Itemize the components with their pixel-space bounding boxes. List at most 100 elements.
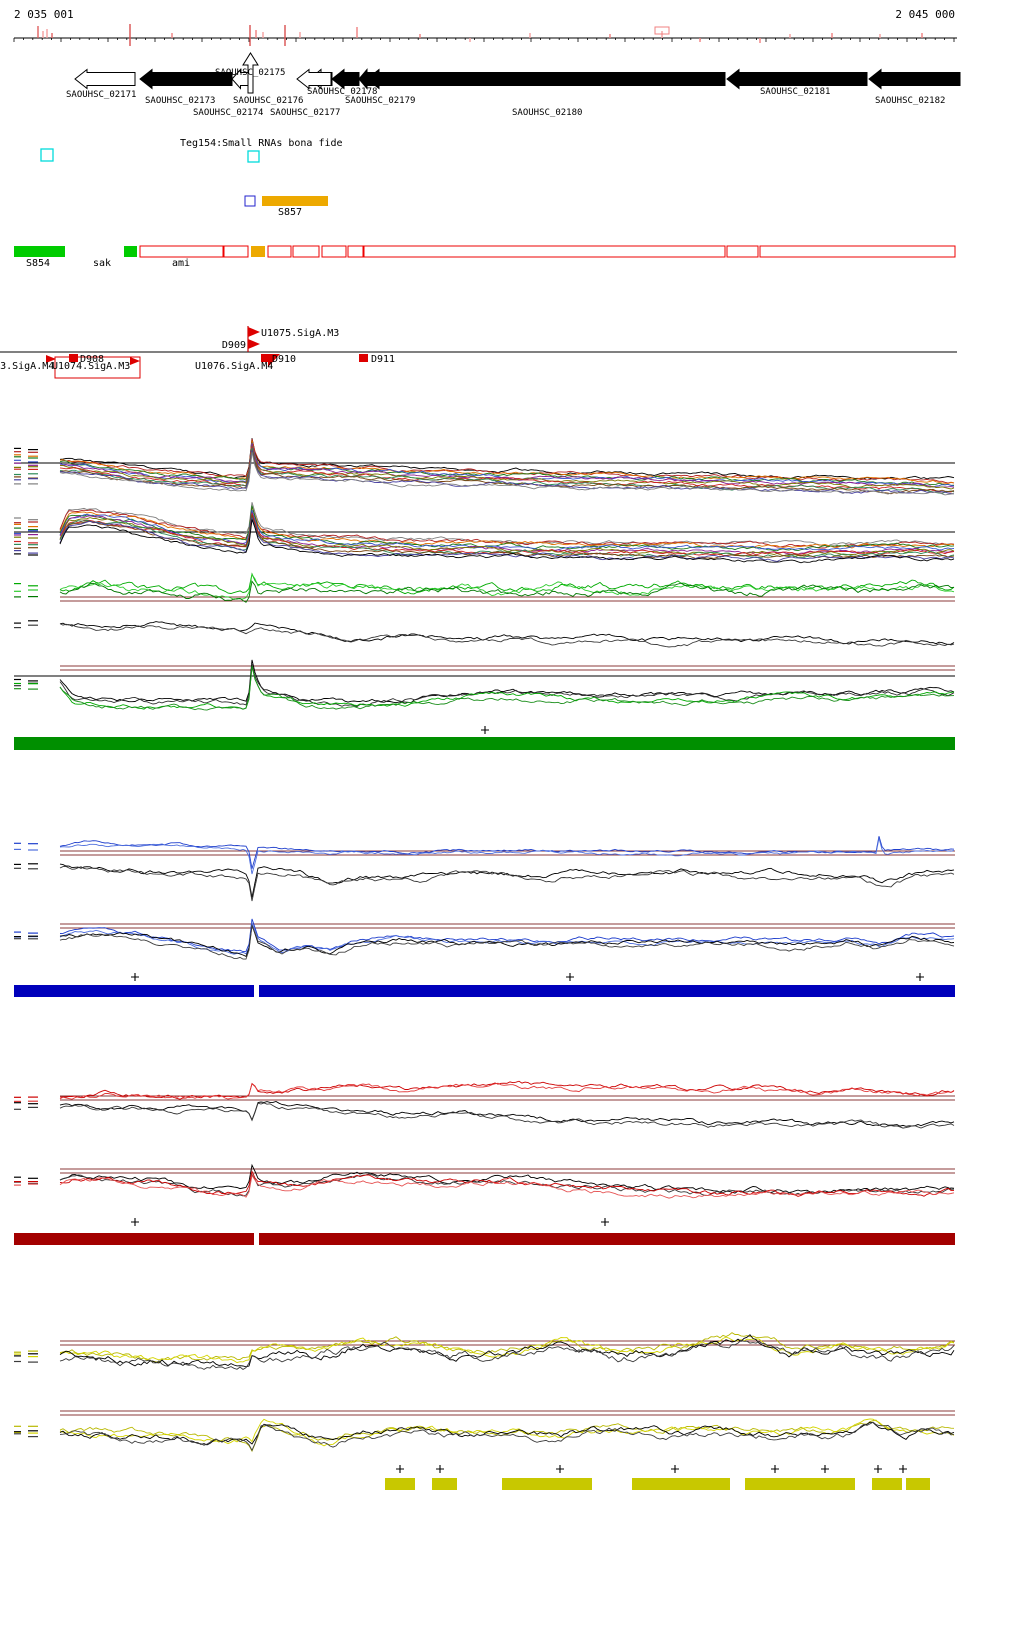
plus-mark[interactable]	[916, 973, 924, 981]
feature-box-green[interactable]	[124, 246, 137, 257]
gene-arrow-saouhsc-02181[interactable]	[726, 68, 868, 90]
plus-mark[interactable]	[671, 1465, 679, 1473]
srna-marker[interactable]	[247, 150, 260, 163]
feature-box-orange[interactable]	[251, 246, 265, 257]
signal-trace	[59, 443, 955, 488]
promoter-label: D909	[222, 340, 246, 351]
plus-mark[interactable]	[556, 1465, 564, 1473]
feature-box-outline[interactable]	[321, 245, 347, 258]
signal-trace	[59, 572, 955, 595]
signal-trace	[59, 505, 955, 552]
gene-arrow-saouhsc-02180[interactable]	[366, 68, 726, 90]
plus-mark[interactable]	[131, 1218, 139, 1226]
track-bar-segment[interactable]	[259, 985, 955, 997]
track-bar-segment[interactable]	[745, 1478, 855, 1490]
plus-mark[interactable]	[771, 1465, 779, 1473]
feature-box-outline[interactable]	[759, 245, 956, 258]
feature-box-outline[interactable]	[292, 245, 320, 258]
gene-arrow-saouhsc-02182[interactable]	[868, 68, 961, 90]
gene-arrow-saouhsc-02171[interactable]	[74, 68, 136, 90]
track-bar-segment[interactable]	[14, 737, 955, 750]
track-bar-segment[interactable]	[906, 1478, 930, 1490]
terminator-marker[interactable]	[359, 354, 368, 362]
track-group-1-expression-group-green	[14, 438, 955, 750]
track-group-2-expression-group-blue	[14, 836, 955, 997]
signal-trace	[59, 918, 955, 953]
plus-mark[interactable]	[821, 1465, 829, 1473]
signal-trace	[59, 1101, 955, 1127]
signal-trace	[59, 1332, 955, 1363]
gene-label: SAOUHSC_02182	[875, 96, 945, 106]
terminator-marker[interactable]	[261, 354, 270, 362]
gene-label: SAOUHSC_02176	[233, 96, 303, 106]
plus-mark[interactable]	[874, 1465, 882, 1473]
gene-arrow-saouhsc-02178[interactable]	[331, 68, 360, 90]
signal-trace	[59, 438, 955, 484]
signal-trace	[59, 580, 955, 603]
signal-trace	[59, 1082, 955, 1100]
signal-trace	[59, 621, 955, 645]
promoter-flag[interactable]	[130, 357, 140, 365]
promoter-label: U1073.SigA.M4	[0, 361, 54, 372]
plus-mark[interactable]	[601, 1218, 609, 1226]
signal-trace	[59, 666, 955, 711]
promoter-flag[interactable]	[46, 355, 56, 363]
signal-trace	[59, 1163, 955, 1194]
track-bar-segment[interactable]	[632, 1478, 730, 1490]
signal-trace	[59, 838, 955, 875]
coordinate-right: 2 045 000	[895, 8, 955, 21]
promoter-flag[interactable]	[248, 327, 260, 337]
annotation-label: sak	[93, 258, 111, 269]
feature-box-outline[interactable]	[223, 245, 249, 258]
s857-bar[interactable]	[262, 196, 328, 206]
plus-mark[interactable]	[436, 1465, 444, 1473]
gene-arrow-saouhsc-02175[interactable]	[242, 52, 259, 94]
track-bar-segment[interactable]	[385, 1478, 415, 1490]
feature-box-outline[interactable]	[139, 245, 224, 258]
feature-box-outline[interactable]	[267, 245, 292, 258]
track-bar-segment[interactable]	[14, 985, 254, 997]
signal-trace	[59, 506, 955, 549]
feature-box-green[interactable]	[14, 246, 65, 257]
signal-trace	[59, 1421, 955, 1452]
track-bar-segment[interactable]	[14, 1233, 254, 1245]
signal-trace	[59, 502, 955, 547]
s857-label: S857	[278, 207, 302, 218]
signal-trace	[59, 923, 955, 960]
plus-mark[interactable]	[131, 973, 139, 981]
track-bar-segment[interactable]	[872, 1478, 902, 1490]
feature-box-outline[interactable]	[347, 245, 364, 258]
gene-label: SAOUHSC_02180	[512, 108, 582, 118]
signal-trace	[59, 665, 955, 710]
s857-track: S857	[244, 195, 328, 218]
plus-mark[interactable]	[899, 1465, 907, 1473]
plus-mark[interactable]	[481, 726, 489, 734]
promoter-region-box	[54, 356, 141, 379]
signal-trace	[59, 1339, 955, 1370]
track-group-4-expression-group-yellow	[14, 1332, 955, 1490]
promoter-flag[interactable]	[248, 339, 260, 349]
track-bar-segment[interactable]	[432, 1478, 457, 1490]
track-bar-segment[interactable]	[502, 1478, 592, 1490]
srna-marker[interactable]	[40, 148, 54, 162]
promoter-flag[interactable]	[268, 354, 280, 367]
gene-label: SAOUHSC_02179	[345, 96, 415, 106]
promoter-label: D911	[371, 354, 395, 365]
signal-trace	[59, 863, 955, 898]
signal-trace	[59, 1419, 955, 1453]
gene-arrow-saouhsc-02176[interactable]	[296, 68, 332, 90]
signal-trace	[59, 866, 955, 902]
plus-mark[interactable]	[396, 1465, 404, 1473]
promoter-label: D910	[272, 354, 296, 365]
track-bar-segment[interactable]	[259, 1233, 955, 1245]
terminator-marker[interactable]	[69, 354, 78, 362]
feature-box-outline[interactable]	[726, 245, 759, 258]
gene-label: SAOUHSC_02178	[307, 87, 377, 97]
signal-trace	[59, 1334, 955, 1368]
plus-mark[interactable]	[566, 973, 574, 981]
gene-track: SAOUHSC_02171 SAOUHSC_02173 SAOUHSC_02174 S…	[66, 52, 961, 118]
feature-box-outline[interactable]	[363, 245, 726, 258]
s857-outline-square[interactable]	[244, 195, 256, 207]
annotation-label: ami	[172, 258, 190, 269]
